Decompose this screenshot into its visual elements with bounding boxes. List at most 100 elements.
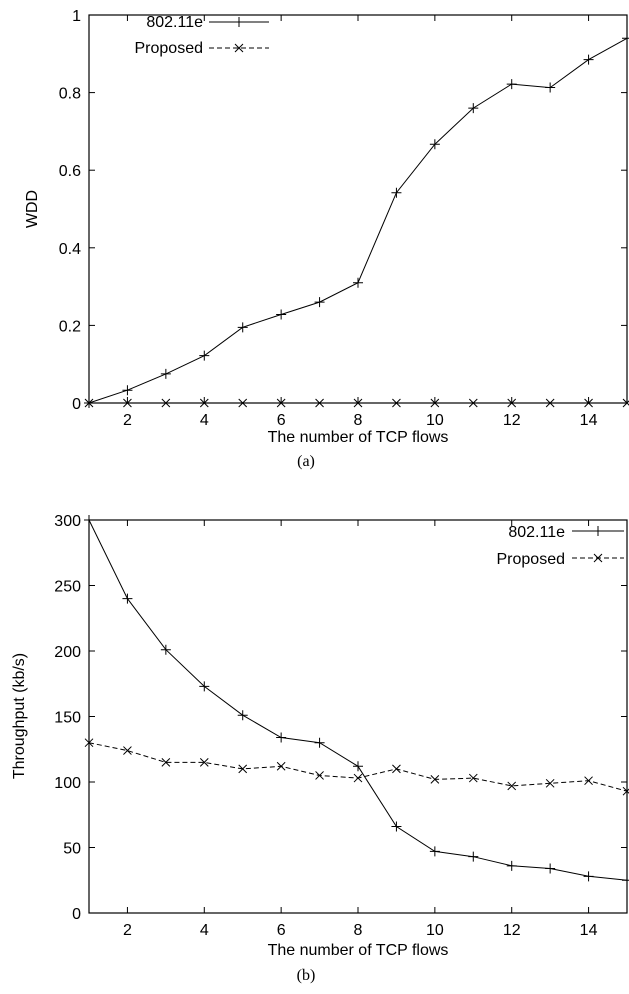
legend-b: 802.11e Proposed (497, 524, 624, 568)
data-point-proposed (276, 398, 286, 408)
data-point-802-11e (391, 821, 402, 832)
y-ticks-b: 0 50 100 150 200 250 300 (54, 513, 627, 923)
data-point-802-11e (583, 54, 594, 65)
data-point-proposed (622, 786, 629, 796)
data-point-802-11e (314, 297, 325, 308)
data-point-802-11e (506, 860, 517, 871)
y-tick-label: 0 (72, 906, 81, 923)
x-tick-label: 10 (426, 412, 444, 429)
series-b (84, 515, 629, 886)
data-point-proposed (507, 398, 517, 408)
caption-b: (b) (297, 967, 316, 984)
x-axis-label-a: The number of TCP flows (268, 429, 449, 446)
data-point-proposed (622, 398, 629, 408)
data-point-802-11e (353, 761, 363, 772)
x-tick-label: 12 (503, 412, 521, 429)
data-point-802-11e (276, 309, 287, 320)
series-line-802-11e (88, 519, 628, 881)
data-point-802-11e (199, 350, 210, 361)
y-axis-label-a: WDD (24, 190, 41, 228)
y-tick-label: 1 (72, 8, 81, 25)
data-point-802-11e (122, 593, 133, 604)
x-tick-label: 8 (354, 922, 363, 939)
data-point-802-11e (429, 139, 440, 150)
data-point-proposed (392, 398, 401, 408)
data-point-802-11e (160, 368, 171, 379)
y-tick-label: 0.2 (59, 318, 81, 335)
data-point-proposed (468, 398, 478, 408)
data-point-proposed (468, 773, 478, 783)
y-tick-label: 100 (54, 775, 81, 792)
data-point-802-11e (276, 732, 287, 743)
x-tick-label: 4 (200, 412, 209, 429)
data-point-802-11e (353, 277, 363, 288)
x-tick-label: 6 (277, 922, 286, 939)
y-tick-label: 300 (54, 513, 81, 530)
legend-a-marker-802-11e (234, 17, 244, 27)
series-line-802-11e (88, 37, 628, 404)
legend-b-marker-802-11e (593, 526, 603, 536)
data-point-802-11e (583, 871, 594, 882)
data-point-proposed (507, 781, 517, 791)
data-point-802-11e (314, 737, 325, 748)
data-point-802-11e (622, 33, 629, 44)
x-tick-label: 2 (123, 922, 132, 939)
legend-a-label-proposed: Proposed (135, 40, 204, 57)
data-point-proposed (315, 771, 324, 780)
x-ticks-b: 2 4 6 8 10 12 14 (123, 520, 598, 939)
x-tick-label: 14 (580, 922, 598, 939)
series-a (84, 33, 629, 408)
x-tick-label: 4 (200, 922, 209, 939)
data-point-proposed (84, 398, 94, 408)
data-point-802-11e (237, 322, 248, 333)
y-tick-label: 0.4 (59, 241, 81, 258)
data-point-proposed (123, 398, 132, 408)
plot-frame-b (88, 519, 628, 914)
data-point-proposed (161, 757, 171, 767)
data-point-proposed (353, 398, 363, 408)
data-point-proposed (584, 776, 593, 786)
data-point-802-11e (237, 710, 248, 721)
y-ticks-a: 0 0.2 0.4 0.6 0.8 1 (59, 8, 627, 413)
data-point-proposed (430, 775, 440, 784)
y-tick-label: 200 (54, 644, 81, 661)
y-tick-label: 0.8 (59, 86, 81, 103)
data-point-proposed (315, 398, 324, 408)
data-point-proposed (84, 738, 94, 748)
data-point-proposed (199, 398, 209, 408)
data-point-802-11e (545, 863, 556, 874)
legend-a: 802.11e Proposed (135, 14, 269, 57)
legend-a-label-802-11e: 802.11e (146, 14, 203, 31)
data-point-802-11e (391, 187, 402, 198)
y-tick-label: 250 (54, 579, 81, 596)
data-point-802-11e (506, 79, 517, 90)
chart-a: 2 4 6 8 10 12 14 0 0.2 0.4 0.6 0.8 1 802.11e Propos… (24, 8, 629, 470)
x-tick-label: 2 (123, 412, 132, 429)
data-point-802-11e (545, 82, 556, 93)
legend-a-marker-proposed (234, 43, 244, 53)
data-point-802-11e (84, 515, 94, 525)
data-point-proposed (545, 778, 555, 788)
data-point-proposed (238, 398, 248, 408)
data-point-proposed (430, 398, 440, 408)
data-point-proposed (392, 764, 401, 774)
legend-b-marker-proposed (593, 553, 603, 563)
chart-b: 2 4 6 8 10 12 14 0 50 100 150 200 250 300 802.11e Pr… (11, 513, 629, 984)
x-ticks-a: 2 4 6 8 10 12 14 (123, 15, 598, 429)
data-point-802-11e (622, 875, 629, 886)
plot-frame-a (88, 14, 628, 404)
caption-a: (a) (297, 453, 315, 470)
data-point-proposed (123, 746, 132, 755)
y-axis-label-b: Throughput (kb/s) (11, 653, 28, 779)
x-tick-label: 12 (503, 922, 521, 939)
x-tick-label: 14 (580, 412, 598, 429)
data-point-proposed (161, 398, 171, 408)
data-point-proposed (353, 773, 363, 783)
data-point-802-11e (122, 385, 133, 396)
data-point-proposed (199, 757, 209, 767)
data-point-802-11e (429, 846, 440, 857)
x-tick-label: 6 (277, 412, 286, 429)
data-point-proposed (276, 761, 286, 771)
x-axis-label-b: The number of TCP flows (268, 942, 449, 959)
